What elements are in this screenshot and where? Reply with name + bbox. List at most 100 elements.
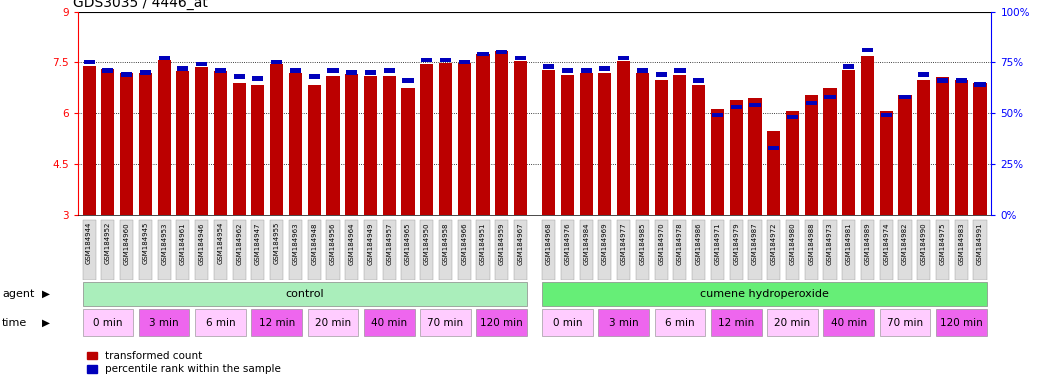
FancyBboxPatch shape (598, 309, 649, 336)
FancyBboxPatch shape (561, 220, 574, 280)
Text: 40 min: 40 min (830, 318, 867, 328)
Text: GSM184974: GSM184974 (883, 222, 890, 265)
FancyBboxPatch shape (767, 220, 781, 280)
Text: GSM184988: GSM184988 (809, 222, 814, 265)
Bar (476, 54, 490, 215)
Bar (861, 56, 874, 215)
Bar (234, 74, 245, 79)
Bar (140, 70, 151, 74)
FancyBboxPatch shape (364, 309, 414, 336)
Text: GSM184967: GSM184967 (518, 222, 523, 265)
FancyBboxPatch shape (823, 309, 874, 336)
Bar (542, 70, 555, 215)
Bar (637, 68, 648, 73)
FancyBboxPatch shape (326, 220, 339, 280)
FancyBboxPatch shape (636, 220, 649, 280)
FancyBboxPatch shape (214, 220, 227, 280)
FancyBboxPatch shape (83, 220, 95, 280)
Text: GSM184947: GSM184947 (255, 222, 261, 265)
Bar (307, 85, 321, 215)
FancyBboxPatch shape (420, 220, 433, 280)
Text: 12 min: 12 min (258, 318, 295, 328)
Bar (862, 48, 873, 52)
Bar (656, 72, 666, 77)
Text: GSM184972: GSM184972 (770, 222, 776, 265)
Bar (955, 80, 967, 215)
Bar (159, 56, 169, 60)
Text: GSM184980: GSM184980 (790, 222, 795, 265)
Bar (83, 66, 95, 215)
Legend: transformed count, percentile rank within the sample: transformed count, percentile rank withi… (83, 347, 285, 378)
Text: GSM184983: GSM184983 (958, 222, 964, 265)
FancyBboxPatch shape (786, 220, 799, 280)
Bar (420, 64, 433, 215)
FancyBboxPatch shape (542, 309, 593, 336)
Text: GSM184986: GSM184986 (695, 222, 702, 265)
Bar (440, 58, 452, 62)
Text: GSM184960: GSM184960 (124, 222, 130, 265)
Text: GSM184987: GSM184987 (752, 222, 758, 265)
Text: 6 min: 6 min (206, 318, 236, 328)
Text: GSM184959: GSM184959 (498, 222, 504, 265)
Text: 3 min: 3 min (609, 318, 638, 328)
Text: GSM184957: GSM184957 (386, 222, 392, 265)
Bar (730, 100, 743, 215)
FancyBboxPatch shape (233, 220, 246, 280)
Bar (214, 71, 227, 215)
Bar (252, 76, 264, 81)
Bar (805, 101, 817, 105)
FancyBboxPatch shape (158, 220, 170, 280)
Bar (936, 77, 949, 215)
Text: GSM184956: GSM184956 (330, 222, 336, 265)
Text: 70 min: 70 min (428, 318, 464, 328)
Text: GSM184948: GSM184948 (311, 222, 318, 265)
Bar (843, 64, 854, 68)
FancyBboxPatch shape (655, 309, 705, 336)
Bar (120, 73, 133, 215)
Bar (177, 66, 189, 71)
Text: time: time (2, 318, 27, 328)
Bar (326, 76, 339, 215)
Text: GSM184982: GSM184982 (902, 222, 908, 265)
Text: GSM184951: GSM184951 (480, 222, 486, 265)
Text: GSM184966: GSM184966 (461, 222, 467, 265)
FancyBboxPatch shape (618, 220, 630, 280)
Bar (271, 60, 282, 65)
Bar (289, 73, 302, 215)
FancyBboxPatch shape (936, 309, 986, 336)
Text: 20 min: 20 min (315, 318, 351, 328)
FancyBboxPatch shape (879, 220, 893, 280)
FancyBboxPatch shape (439, 220, 452, 280)
Text: GSM184989: GSM184989 (865, 222, 871, 265)
Bar (655, 80, 667, 215)
Text: GSM184955: GSM184955 (274, 222, 279, 265)
Text: GSM184969: GSM184969 (602, 222, 608, 265)
FancyBboxPatch shape (270, 220, 283, 280)
Text: GSM184953: GSM184953 (161, 222, 167, 265)
Bar (580, 68, 592, 73)
Bar (842, 70, 855, 215)
Bar (543, 64, 554, 68)
Text: GSM184985: GSM184985 (639, 222, 646, 265)
Bar (767, 131, 781, 215)
Bar (477, 52, 489, 56)
Text: GSM184968: GSM184968 (546, 222, 551, 265)
Bar (515, 56, 526, 60)
FancyBboxPatch shape (598, 220, 611, 280)
Bar (176, 71, 190, 215)
FancyBboxPatch shape (139, 220, 152, 280)
Bar (364, 76, 377, 215)
Bar (195, 68, 209, 215)
Text: 0 min: 0 min (552, 318, 582, 328)
Bar (693, 78, 704, 83)
Bar (919, 72, 929, 77)
FancyBboxPatch shape (195, 309, 246, 336)
Text: GSM184962: GSM184962 (237, 222, 242, 265)
FancyBboxPatch shape (307, 309, 358, 336)
Bar (899, 95, 911, 215)
Text: ▶: ▶ (42, 318, 50, 328)
Text: GSM184977: GSM184977 (621, 222, 627, 265)
Bar (599, 66, 610, 71)
Bar (439, 63, 452, 215)
FancyBboxPatch shape (458, 220, 471, 280)
